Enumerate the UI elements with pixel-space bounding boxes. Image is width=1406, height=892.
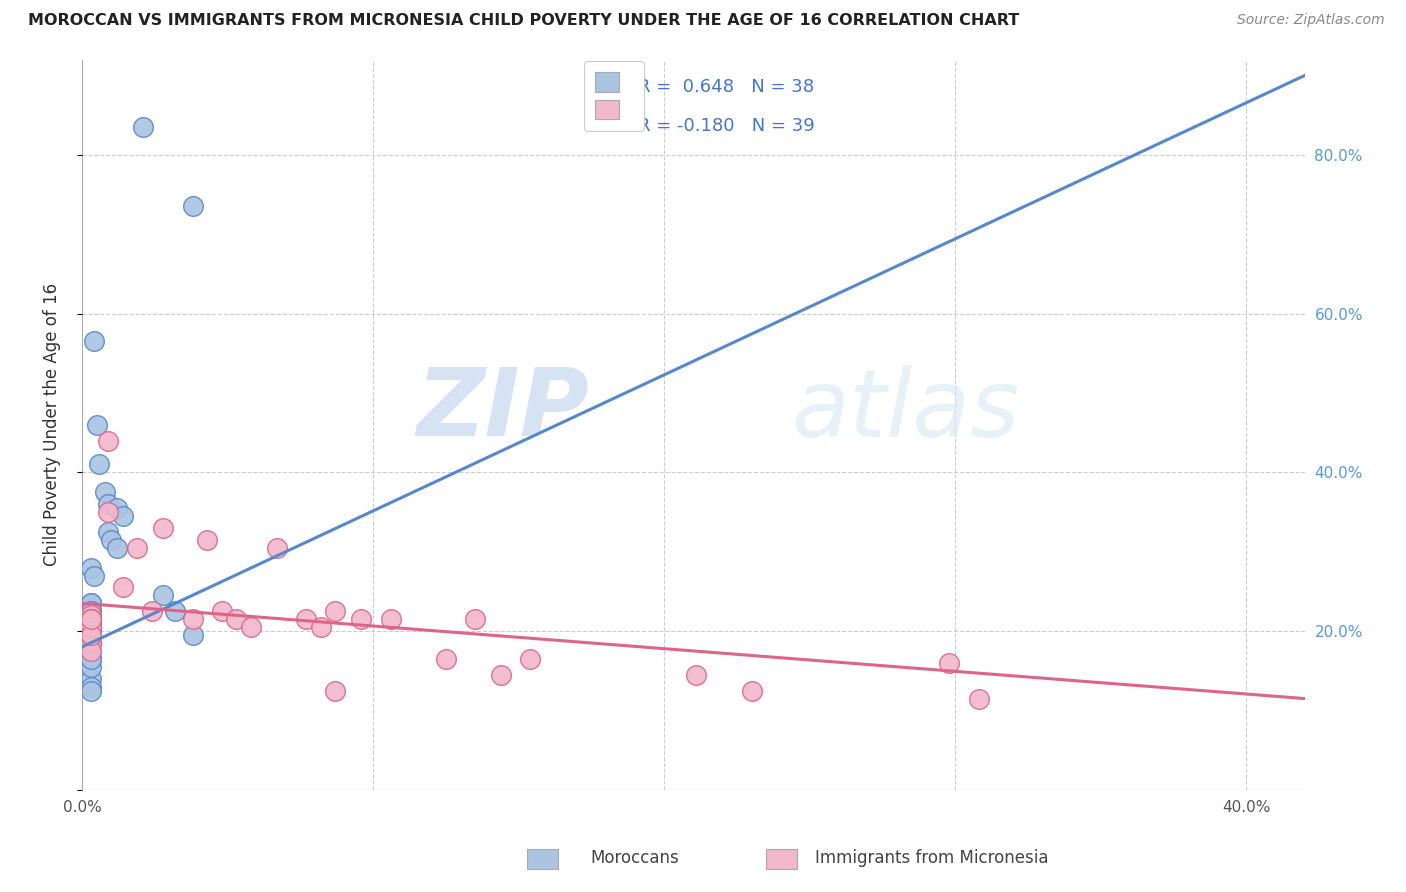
Point xyxy=(79,636,101,650)
Point xyxy=(79,644,101,658)
Point xyxy=(79,612,101,626)
Point xyxy=(79,628,101,642)
Point xyxy=(97,505,120,519)
Point xyxy=(295,612,318,626)
Text: Moroccans: Moroccans xyxy=(591,849,679,867)
Point xyxy=(266,541,288,555)
Point xyxy=(519,652,541,666)
Point xyxy=(464,612,486,626)
Text: MOROCCAN VS IMMIGRANTS FROM MICRONESIA CHILD POVERTY UNDER THE AGE OF 16 CORRELA: MOROCCAN VS IMMIGRANTS FROM MICRONESIA C… xyxy=(28,13,1019,29)
Point xyxy=(83,568,105,582)
Point xyxy=(79,660,101,674)
Text: R = -0.180   N = 39: R = -0.180 N = 39 xyxy=(638,117,815,135)
Point xyxy=(79,616,101,631)
Point xyxy=(79,604,101,618)
Point xyxy=(79,624,101,639)
Point xyxy=(97,524,120,539)
Point xyxy=(79,620,101,634)
Point xyxy=(79,612,101,626)
Text: Source: ZipAtlas.com: Source: ZipAtlas.com xyxy=(1237,13,1385,28)
Point xyxy=(79,620,101,634)
Point xyxy=(79,620,101,634)
Point xyxy=(195,533,218,547)
Point xyxy=(685,667,707,681)
Point xyxy=(79,680,101,694)
Point xyxy=(79,612,101,626)
Point xyxy=(79,672,101,686)
Legend: , : , xyxy=(583,61,644,131)
Point xyxy=(79,608,101,623)
Point xyxy=(211,604,233,618)
Point xyxy=(79,620,101,634)
Point xyxy=(323,683,346,698)
Point xyxy=(350,612,373,626)
Point xyxy=(741,683,763,698)
Y-axis label: Child Poverty Under the Age of 16: Child Poverty Under the Age of 16 xyxy=(44,283,60,566)
Point xyxy=(79,652,101,666)
Point xyxy=(105,541,128,555)
Point xyxy=(181,199,204,213)
Point xyxy=(97,497,120,511)
Point xyxy=(132,120,155,134)
Point xyxy=(79,596,101,610)
Text: Immigrants from Micronesia: Immigrants from Micronesia xyxy=(815,849,1049,867)
Point xyxy=(309,620,332,634)
Point xyxy=(79,636,101,650)
Text: R =  0.648   N = 38: R = 0.648 N = 38 xyxy=(638,78,814,95)
Point xyxy=(79,683,101,698)
Point xyxy=(79,560,101,574)
Point xyxy=(79,612,101,626)
Point xyxy=(181,612,204,626)
Point xyxy=(79,620,101,634)
Point xyxy=(181,628,204,642)
Point xyxy=(489,667,512,681)
Point xyxy=(127,541,149,555)
Point xyxy=(111,581,134,595)
Point xyxy=(152,521,174,535)
Point xyxy=(79,612,101,626)
Point xyxy=(152,588,174,602)
Point xyxy=(86,417,108,432)
Point xyxy=(323,604,346,618)
Point xyxy=(165,604,187,618)
Text: ZIP: ZIP xyxy=(416,364,589,456)
Point xyxy=(938,656,960,670)
Point xyxy=(79,644,101,658)
Point xyxy=(79,628,101,642)
Text: atlas: atlas xyxy=(792,365,1019,456)
Point xyxy=(141,604,163,618)
Point xyxy=(79,628,101,642)
Point xyxy=(105,501,128,516)
Point xyxy=(239,620,262,634)
Point xyxy=(79,616,101,631)
Point xyxy=(79,652,101,666)
Point xyxy=(967,691,990,706)
Point xyxy=(83,334,105,349)
Point xyxy=(434,652,457,666)
Point xyxy=(111,508,134,523)
Point xyxy=(79,628,101,642)
Point xyxy=(380,612,402,626)
Point xyxy=(89,458,111,472)
Point xyxy=(79,604,101,618)
Point xyxy=(100,533,122,547)
Point xyxy=(97,434,120,448)
Point xyxy=(79,628,101,642)
Point xyxy=(79,612,101,626)
Point xyxy=(225,612,247,626)
Point xyxy=(79,596,101,610)
Point xyxy=(94,485,117,500)
